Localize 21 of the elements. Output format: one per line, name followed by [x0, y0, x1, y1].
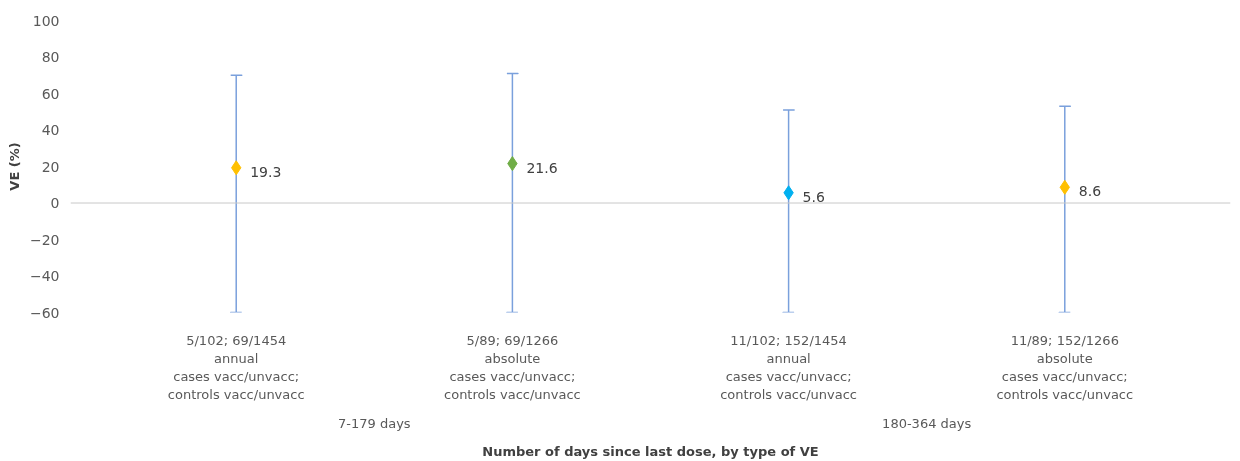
y-tick-label: 60 [41, 85, 60, 102]
y-tick-label: −60 [29, 304, 60, 321]
x-axis-title: Number of days since last dose, by type of VE [482, 443, 819, 459]
data-label: 21.6 [526, 159, 558, 176]
data-label: 8.6 [1078, 183, 1102, 200]
y-tick-label: 100 [32, 12, 60, 29]
y-tick-label: −20 [29, 231, 60, 248]
x-tick-label: 11/102; 152/1454 annual cases vacc/unvacc; controls vacc/unvacc [720, 332, 857, 402]
data-label: 19.3 [250, 163, 282, 180]
data-label: 5.6 [802, 188, 825, 205]
y-axis-title: VE (%) [6, 142, 22, 191]
y-tick-label: 0 [50, 195, 60, 211]
y-tick-label: −40 [29, 268, 60, 284]
x-tick-label: 11/89; 152/1266 absolute cases vacc/unvacc; controls vacc/unvacc [996, 332, 1134, 402]
x-tick-label: 5/102; 69/1454 annual cases vacc/unvacc; controls vacc/unvacc [167, 332, 305, 402]
y-tick-label: 20 [41, 158, 60, 175]
y-tick-label: 40 [41, 122, 60, 138]
text: 180-364 days [882, 415, 972, 431]
y-tick-label: 80 [41, 49, 60, 65]
x-tick-label: 5/89; 69/1266 absolute cases vacc/unvacc; controls vacc/unvacc [444, 332, 581, 402]
text: 7-179 days [338, 415, 411, 431]
